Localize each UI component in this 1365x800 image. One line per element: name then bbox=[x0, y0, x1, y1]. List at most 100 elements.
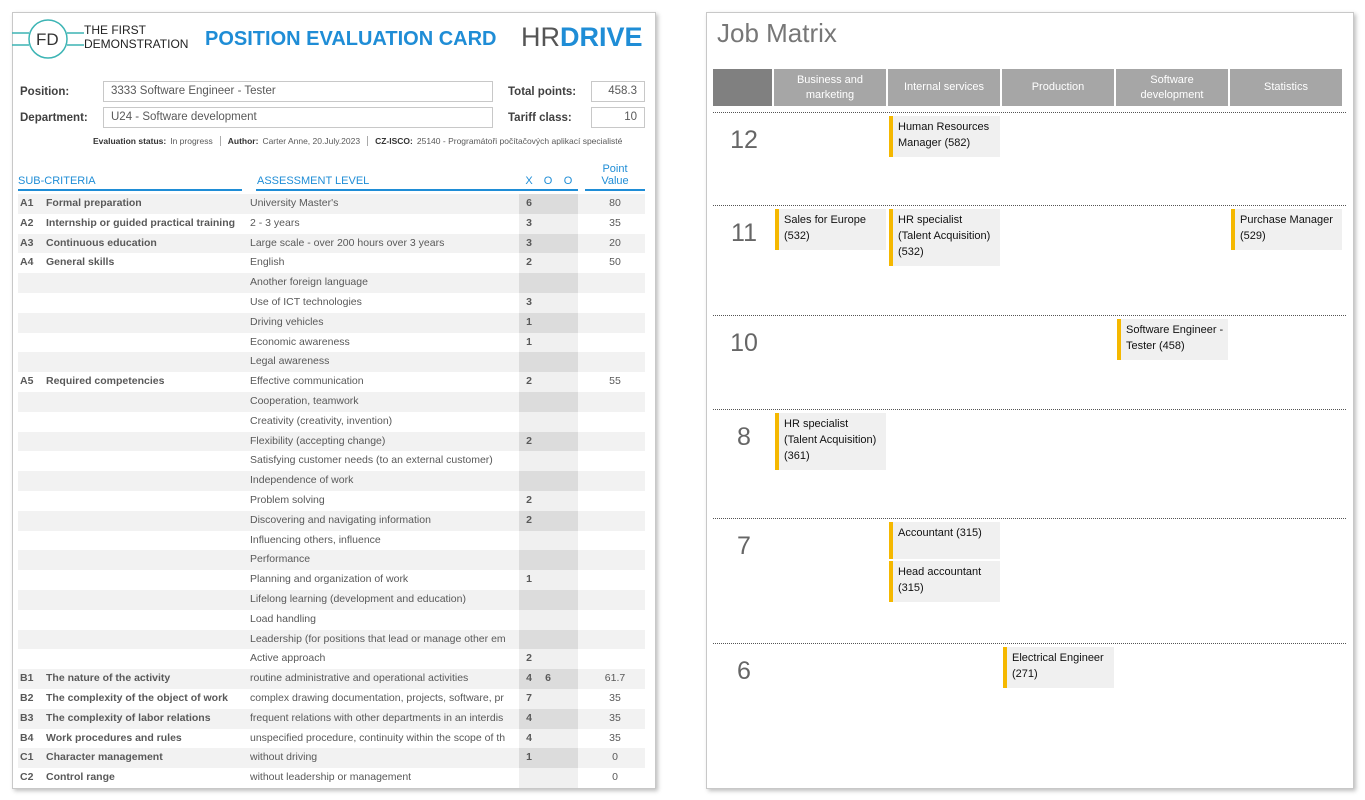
field-label: Tariff class: bbox=[508, 112, 572, 124]
level: Leadership (for positions that lead or m… bbox=[250, 632, 506, 645]
code: A3 bbox=[20, 236, 34, 249]
job-card: Software Engineer - Tester (458) bbox=[1117, 319, 1228, 360]
header-rule bbox=[256, 189, 578, 191]
level: Problem solving bbox=[250, 494, 325, 506]
x-value: 6 bbox=[526, 197, 532, 209]
level: frequent relations with other department… bbox=[250, 711, 504, 724]
table-row bbox=[18, 392, 645, 412]
criterion: The nature of the activity bbox=[46, 672, 171, 685]
score-band bbox=[519, 669, 578, 689]
table-row bbox=[18, 312, 645, 333]
criterion: Formal preparation bbox=[46, 197, 142, 209]
table-row bbox=[18, 510, 645, 531]
level: Discovering and navigating information bbox=[250, 513, 431, 526]
table-row bbox=[18, 768, 645, 788]
job-card: Sales for Europe (532) bbox=[775, 209, 886, 250]
status-label: Evaluation status: bbox=[93, 136, 167, 146]
o-value: 6 bbox=[545, 672, 551, 685]
x-value: 2 bbox=[526, 494, 532, 506]
level: Another foreign language bbox=[250, 276, 368, 289]
level: Performance bbox=[250, 553, 311, 566]
level: Driving vehicles bbox=[250, 315, 324, 328]
level: Legal awareness bbox=[250, 355, 330, 368]
score-band bbox=[519, 570, 578, 590]
field-value: 3333 Software Engineer - Tester bbox=[103, 81, 493, 102]
score-band bbox=[519, 451, 578, 472]
row-separator bbox=[713, 409, 1346, 410]
job-card: Electrical Engineer (271) bbox=[1003, 647, 1114, 688]
point-value: 35 bbox=[609, 731, 621, 744]
job-card: Head accountant (315) bbox=[889, 561, 1000, 602]
x-value: 2 bbox=[526, 652, 532, 665]
criterion: Character management bbox=[46, 751, 163, 764]
header-rule bbox=[18, 189, 242, 191]
logo-initials: FD bbox=[36, 30, 59, 49]
score-band bbox=[519, 431, 578, 452]
matrix-column-header: Software development bbox=[1116, 69, 1228, 106]
level: Economic awareness bbox=[250, 335, 350, 348]
table-row bbox=[18, 550, 645, 571]
point-value: 0 bbox=[612, 771, 618, 784]
table-row bbox=[18, 748, 645, 769]
status-label: CZ-ISCO: bbox=[375, 136, 413, 146]
brand-drive: DRIVE bbox=[560, 22, 643, 52]
score-band bbox=[519, 510, 578, 531]
x-value: 1 bbox=[526, 751, 532, 764]
field-value: 10 bbox=[591, 107, 645, 128]
code: A2 bbox=[20, 216, 34, 229]
status-value: 25140 - Programátoři počítačových aplika… bbox=[416, 136, 623, 146]
status-line: Evaluation status: In progress Author: Cart… bbox=[86, 136, 629, 146]
code: A4 bbox=[20, 256, 34, 269]
column-header: X bbox=[525, 175, 533, 187]
grade: 12 bbox=[730, 126, 758, 154]
x-value: 4 bbox=[526, 731, 532, 744]
score-band bbox=[519, 312, 578, 333]
score-band bbox=[519, 392, 578, 412]
job-card: Human Resources Manager (582) bbox=[889, 116, 1000, 157]
level: Lifelong learning (development and educa… bbox=[250, 593, 466, 605]
status-item: Author: Carter Anne, 20.July.2023 bbox=[219, 136, 367, 146]
criterion: Continuous education bbox=[46, 236, 157, 249]
x-value: 1 bbox=[526, 315, 532, 328]
level: Use of ICT technologies bbox=[250, 296, 362, 308]
score-band bbox=[519, 293, 578, 313]
matrix-column-header: Internal services bbox=[888, 69, 1000, 106]
table-row bbox=[18, 629, 645, 650]
x-value: 2 bbox=[526, 256, 532, 269]
level: Independence of work bbox=[250, 474, 354, 487]
field-label: Position: bbox=[20, 86, 70, 98]
code: B4 bbox=[20, 731, 34, 744]
level: Effective communication bbox=[250, 375, 364, 388]
x-value: 4 bbox=[526, 672, 532, 685]
score-band bbox=[519, 748, 578, 769]
point-value: 50 bbox=[609, 256, 621, 269]
score-band bbox=[519, 332, 578, 353]
table-row bbox=[18, 491, 645, 511]
x-value: 3 bbox=[526, 296, 532, 308]
level: Satisfying customer needs (to an externa… bbox=[250, 454, 493, 467]
logo-line: THE FIRST bbox=[84, 23, 146, 37]
x-value: 2 bbox=[526, 375, 532, 388]
level: Planning and organization of work bbox=[250, 573, 409, 586]
x-value: 2 bbox=[526, 434, 532, 447]
code: C1 bbox=[20, 751, 34, 764]
level: without driving bbox=[250, 751, 318, 764]
row-separator bbox=[713, 315, 1346, 316]
matrix-title: Job Matrix bbox=[717, 18, 837, 48]
score-band bbox=[519, 273, 578, 293]
score-band bbox=[519, 550, 578, 571]
point-value: 35 bbox=[609, 216, 621, 229]
table-row bbox=[18, 273, 645, 293]
criterion: The complexity of the object of work bbox=[46, 692, 229, 704]
status-item: CZ-ISCO: 25140 - Programátoři počítačovýc… bbox=[367, 136, 629, 146]
level: Cooperation, teamwork bbox=[250, 395, 359, 407]
criterion: Required competencies bbox=[46, 375, 165, 388]
status-value: Carter Anne, 20.July.2023 bbox=[262, 136, 361, 146]
level: Load handling bbox=[250, 612, 316, 625]
x-value: 1 bbox=[526, 573, 532, 586]
table-row bbox=[18, 411, 645, 432]
status-item: Evaluation status: In progress bbox=[86, 136, 220, 146]
x-value: 1 bbox=[526, 335, 532, 348]
table-row bbox=[18, 332, 645, 353]
job-card: Accountant (315) bbox=[889, 522, 1000, 559]
